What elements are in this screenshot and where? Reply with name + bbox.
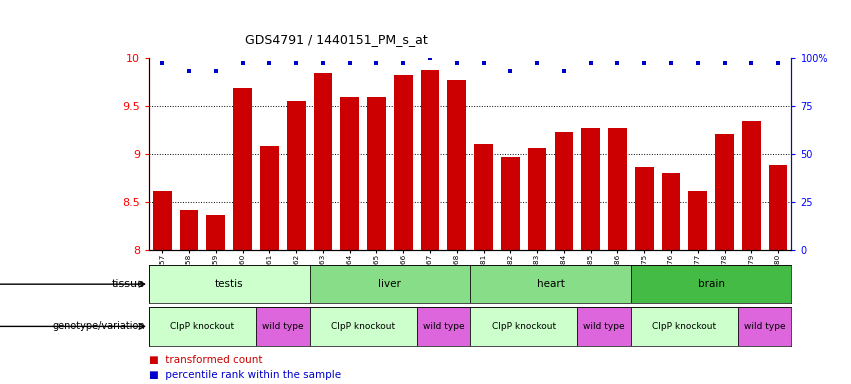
Text: wild type: wild type bbox=[262, 322, 304, 331]
Point bbox=[691, 60, 705, 66]
Bar bbox=[738, 307, 791, 346]
Text: ClpP knockout: ClpP knockout bbox=[492, 322, 556, 331]
Bar bbox=[474, 144, 493, 250]
Bar bbox=[715, 134, 734, 250]
Bar bbox=[149, 265, 310, 303]
Point bbox=[530, 60, 544, 66]
Bar bbox=[256, 307, 310, 346]
Point bbox=[745, 60, 758, 66]
Bar bbox=[635, 167, 654, 250]
Text: liver: liver bbox=[379, 279, 402, 289]
Bar bbox=[631, 265, 791, 303]
Text: wild type: wild type bbox=[744, 322, 785, 331]
Bar bbox=[417, 307, 471, 346]
Bar bbox=[287, 101, 306, 250]
Text: tissue: tissue bbox=[111, 279, 145, 289]
Bar bbox=[528, 148, 546, 250]
Bar bbox=[581, 128, 600, 250]
Bar bbox=[661, 173, 680, 250]
Point bbox=[637, 60, 651, 66]
Point bbox=[236, 60, 249, 66]
Bar bbox=[501, 157, 520, 250]
Point bbox=[263, 60, 277, 66]
Bar bbox=[149, 307, 256, 346]
Text: brain: brain bbox=[698, 279, 724, 289]
Bar bbox=[394, 75, 413, 250]
Point bbox=[557, 68, 571, 74]
Bar bbox=[310, 265, 471, 303]
Point bbox=[664, 60, 677, 66]
Bar bbox=[180, 210, 198, 250]
Point bbox=[771, 60, 785, 66]
Bar bbox=[631, 307, 738, 346]
Bar bbox=[420, 70, 439, 250]
Bar bbox=[555, 132, 574, 250]
Bar bbox=[608, 128, 627, 250]
Point bbox=[209, 68, 223, 74]
Text: ClpP knockout: ClpP knockout bbox=[331, 322, 395, 331]
Bar bbox=[340, 97, 359, 250]
Text: heart: heart bbox=[536, 279, 564, 289]
Bar bbox=[448, 80, 466, 250]
Point bbox=[584, 60, 597, 66]
Bar bbox=[367, 97, 386, 250]
Bar bbox=[688, 191, 707, 250]
Point bbox=[397, 60, 410, 66]
Bar bbox=[260, 146, 279, 250]
Point bbox=[289, 60, 303, 66]
Bar bbox=[233, 88, 252, 250]
Point bbox=[477, 60, 490, 66]
Text: ■  transformed count: ■ transformed count bbox=[149, 355, 262, 365]
Bar bbox=[768, 165, 787, 250]
Point bbox=[717, 60, 731, 66]
Point bbox=[316, 60, 329, 66]
Text: wild type: wild type bbox=[583, 322, 625, 331]
Bar bbox=[471, 265, 631, 303]
Text: GDS4791 / 1440151_PM_s_at: GDS4791 / 1440151_PM_s_at bbox=[245, 33, 428, 46]
Bar bbox=[313, 73, 332, 250]
Text: testis: testis bbox=[215, 279, 243, 289]
Point bbox=[504, 68, 517, 74]
Bar bbox=[577, 307, 631, 346]
Bar bbox=[207, 215, 226, 250]
Bar bbox=[742, 121, 761, 250]
Point bbox=[423, 55, 437, 61]
Text: wild type: wild type bbox=[423, 322, 464, 331]
Point bbox=[156, 60, 169, 66]
Point bbox=[611, 60, 625, 66]
Text: ■  percentile rank within the sample: ■ percentile rank within the sample bbox=[149, 370, 341, 380]
Bar bbox=[310, 307, 417, 346]
Bar bbox=[471, 307, 577, 346]
Point bbox=[343, 60, 357, 66]
Text: ClpP knockout: ClpP knockout bbox=[170, 322, 235, 331]
Bar bbox=[153, 191, 172, 250]
Text: ClpP knockout: ClpP knockout bbox=[652, 322, 717, 331]
Point bbox=[450, 60, 464, 66]
Point bbox=[369, 60, 383, 66]
Point bbox=[182, 68, 196, 74]
Text: genotype/variation: genotype/variation bbox=[52, 321, 145, 331]
